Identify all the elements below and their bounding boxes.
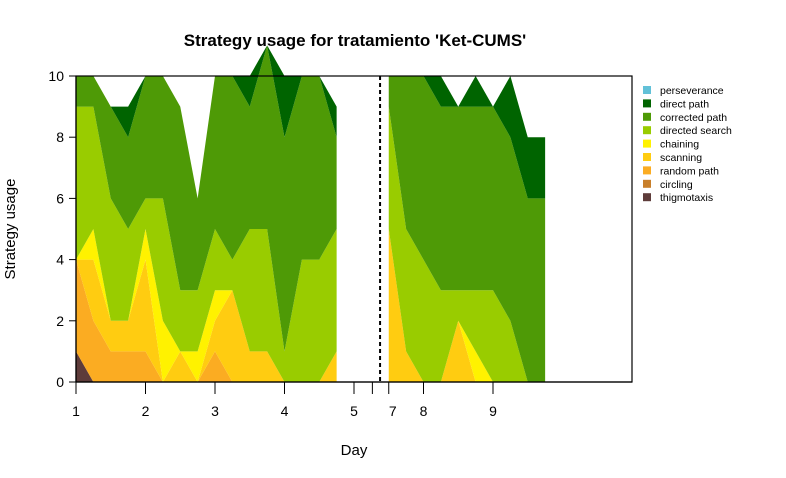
y-axis: 0 2 4 6 8 10	[48, 68, 77, 390]
legend-swatch-direct-path	[643, 99, 651, 108]
x-axis-label: Day	[341, 442, 368, 459]
legend-label-directed-search: directed search	[660, 125, 732, 137]
legend-swatch-scanning	[643, 153, 651, 161]
area-direct-path-seg2	[388, 76, 546, 199]
area-direct-path-seg1	[76, 45, 337, 199]
area-layers	[76, 45, 546, 382]
legend-swatch-thigmotaxis	[643, 193, 651, 202]
area-corrected-path-seg1	[76, 45, 337, 352]
legend-swatch-corrected-path	[643, 112, 651, 121]
legend-swatch-chaining	[643, 139, 651, 148]
area-directed-search-seg1	[76, 106, 337, 382]
x-tick-label: 8	[420, 403, 428, 419]
y-tick-label: 8	[56, 129, 64, 145]
legend-swatch-random-path	[643, 166, 651, 175]
x-tick-label: 2	[142, 403, 150, 419]
x-axis: 1 2 3 4 5 7 8 9	[72, 381, 632, 419]
y-axis-label: Strategy usage	[2, 179, 19, 280]
legend-label-direct-path: direct path	[660, 98, 709, 110]
area-chaining-seg1	[76, 229, 337, 382]
legend-label-scanning: scanning	[660, 152, 702, 164]
y-tick-label: 2	[56, 313, 64, 329]
legend-label-perseverance: perseverance	[660, 85, 724, 97]
y-tick-label: 10	[48, 68, 64, 84]
y-tick-label: 0	[56, 374, 64, 390]
x-tick-label: 9	[489, 403, 497, 419]
x-tick-label: 3	[211, 403, 219, 419]
y-tick-label: 4	[56, 252, 64, 268]
area-chaining-seg2	[388, 229, 546, 382]
area-scanning-seg1	[76, 259, 337, 382]
legend-swatch-perseverance	[643, 86, 651, 94]
chart-title: Strategy usage for tratamiento 'Ket-CUMS…	[184, 31, 526, 50]
legend-label-thigmotaxis: thigmotaxis	[660, 192, 713, 204]
y-tick-label: 6	[56, 190, 64, 206]
x-tick-label: 1	[72, 403, 80, 419]
x-tick-label: 7	[389, 403, 397, 419]
legend-label-chaining: chaining	[660, 139, 699, 151]
legend-label-corrected-path: corrected path	[660, 112, 727, 124]
area-corrected-path-seg2	[388, 76, 546, 382]
x-tick-label: 4	[281, 403, 289, 419]
legend-label-circling: circling	[660, 179, 693, 191]
legend-swatch-circling	[643, 179, 651, 188]
legend-label-random-path: random path	[660, 165, 719, 177]
legend-swatch-directed-search	[643, 126, 651, 135]
x-tick-label: 5	[350, 403, 358, 419]
